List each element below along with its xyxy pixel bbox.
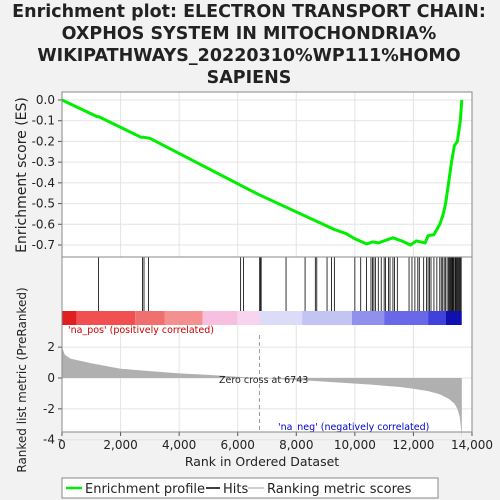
heatmap-band [351, 311, 385, 325]
outer-frame [61, 91, 473, 433]
metric-y-axis-label: Ranked list metric (PreRanked) [15, 287, 29, 472]
x-tick-label: 0 [58, 438, 66, 452]
heatmap-band [302, 311, 352, 325]
chart-title: Enrichment plot: ELECTRON TRANSPORT CHAI… [12, 2, 486, 88]
es-y-tick-label: -0.6 [32, 217, 55, 231]
x-tick-label: 6,000 [221, 438, 255, 452]
heatmap-band [76, 311, 136, 325]
title-line-3: WIKIPATHWAYS_20220310%WP111%HOMO [37, 46, 460, 66]
es-y-tick-label: -0.5 [32, 197, 55, 211]
title-line-2: OXPHOS SYSTEM IN MITOCHONDRIA% [62, 24, 437, 44]
title-line-4: SAPIENS [207, 68, 292, 88]
legend-label-hits: Hits [223, 482, 248, 497]
x-tick-label: 4,000 [162, 438, 196, 452]
legend-label-enrichment: Enrichment profile [85, 482, 205, 497]
heatmap-band [237, 311, 260, 325]
neg-correlated-label: 'na_neg' (negatively correlated) [278, 422, 429, 433]
heatmap-band [384, 311, 429, 325]
hits-panel [62, 256, 472, 311]
es-profile-line [61, 98, 464, 247]
es-y-tick-label: -0.1 [32, 114, 55, 128]
heatmap-band [135, 311, 165, 325]
heatmap-band [164, 311, 203, 325]
heatmap-band [445, 311, 462, 325]
legend: Enrichment profile Hits Ranking metric s… [61, 477, 439, 499]
x-axis-label: Rank in Ordered Dataset [185, 454, 339, 469]
es-y-axis-label: Enrichment score (ES) [14, 97, 30, 253]
x-tick-label: 2,000 [103, 438, 137, 452]
es-y-tick-label: -0.7 [32, 238, 55, 252]
x-tick-label: 14,000 [451, 438, 493, 452]
metric-y-tick-label: 0 [47, 371, 55, 385]
x-tick-label: 8,000 [279, 438, 313, 452]
heatmap-band [259, 311, 303, 325]
es-y-tick-label: -0.4 [32, 176, 55, 190]
metric-panel: 20-2-4 0 2,000 4,000 6,000 8,000 10,000 12,000 1… [15, 91, 493, 473]
heatmap-band [62, 311, 77, 325]
zero-cross-label: Zero cross at 6743 [219, 375, 308, 386]
heatmap-band [202, 311, 238, 325]
legend-label-metric: Ranking metric scores [267, 482, 412, 497]
es-y-tick-label: 0.0 [36, 93, 55, 107]
heatmap-band [428, 311, 446, 325]
title-line-1: Enrichment plot: ELECTRON TRANSPORT CHAI… [12, 2, 486, 22]
es-y-tick-label: -0.2 [32, 134, 55, 148]
es-y-tick-label: -0.3 [32, 155, 55, 169]
x-tick-label: 12,000 [392, 438, 434, 452]
metric-y-tick-label: 2 [47, 340, 55, 354]
rank-heatmap-bar [62, 311, 462, 325]
metric-y-tick-label: -2 [43, 402, 55, 416]
metric-y-tick-label: -4 [43, 433, 55, 447]
pos-correlated-label: 'na_pos' (positively correlated) [68, 325, 214, 336]
x-tick-label: 10,000 [334, 438, 376, 452]
